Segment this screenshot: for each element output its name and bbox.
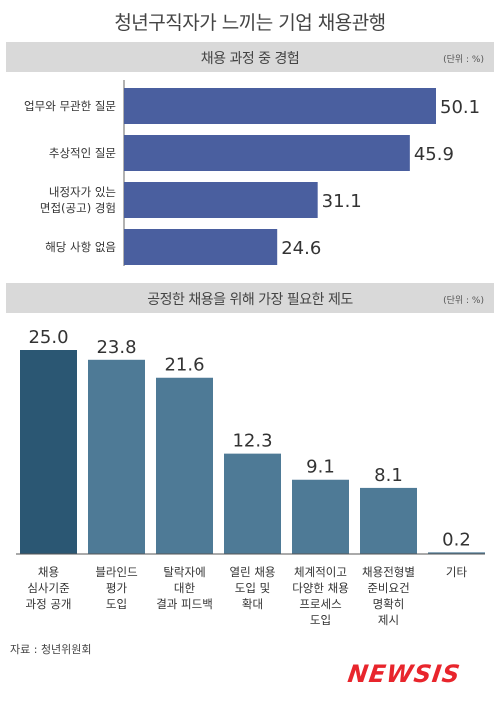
v-category-label: 채용전형별 [362,565,415,579]
v-category-label: 심사기준 [27,581,69,595]
h-bar [124,182,318,218]
v-category-label: 탈락자에 [163,565,205,579]
v-category-label: 프로세스 [299,597,341,611]
v-bar [292,479,349,554]
v-category-label: 체계적이고 [294,565,347,579]
section2-header: 공정한 채용을 위해 가장 필요한 제도 (단위 : %) [6,283,494,313]
h-bar [124,88,436,124]
v-category-label: 결과 피드백 [156,597,213,611]
v-bar [224,453,281,554]
v-category-label: 과정 공개 [26,597,72,611]
section1-title: 채용 과정 중 경험 [200,51,300,67]
section2-title: 공정한 채용을 위해 가장 필요한 제도 [147,292,353,308]
v-bar [360,487,417,554]
v-category-label: 제시 [378,613,399,627]
h-bar-value: 31.1 [322,191,362,212]
v-category-label: 기타 [446,565,468,579]
newsis-logo: NEWSIS [346,660,463,688]
section2-unit: (단위 : %) [443,296,484,306]
v-category-label: 도입 [106,597,127,611]
v-bar-value: 21.6 [164,355,204,376]
v-bar [88,359,145,554]
v-category-label: 대한 [174,581,196,595]
v-bar-value: 25.0 [28,327,68,348]
v-bar [156,377,213,554]
v-category-label: 채용 [38,565,59,579]
h-category-label: 업무와 무관한 질문 [24,99,116,113]
v-bar-value: 0.2 [442,529,471,550]
h-bar [124,135,410,171]
v-category-label: 평가 [106,581,128,595]
v-category-label: 다양한 채용 [292,581,349,595]
section1-header: 채용 과정 중 경험 (단위 : %) [6,42,494,72]
section1-unit: (단위 : %) [443,55,484,65]
v-bar-value: 8.1 [374,465,403,486]
v-bar-value: 9.1 [306,457,335,478]
v-category-label: 명확히 [373,597,405,611]
v-category-label: 확대 [242,597,263,611]
h-bar-value: 24.6 [281,238,321,259]
v-category-label: 열린 채용 [230,565,276,579]
v-bar-value: 12.3 [232,431,272,452]
h-bar-value: 45.9 [414,144,454,165]
v-bar [428,552,485,554]
v-category-label: 도입 [310,613,331,627]
v-category-label: 블라인드 [95,565,137,579]
main-title: 청년구직자가 느끼는 기업 채용관행 [114,12,386,34]
v-bar-value: 23.8 [96,337,136,358]
source-note: 자료 : 청년위원회 [10,643,92,656]
v-category-label: 도입 및 [235,581,270,595]
h-category-label: 면접(공고) 경험 [40,201,116,215]
horizontal-bar-chart: 50.1 업무와 무관한 질문 45.9 추상적인 질문 31.1 내정자가 있는면접(공… [24,80,480,266]
h-category-label: 내정자가 있는 [49,185,116,199]
v-category-label: 준비요건 [367,581,409,595]
h-category-label: 추상적인 질문 [49,146,116,160]
h-category-label: 해당 사항 없음 [45,240,116,254]
h-bar [124,229,278,265]
h-bar-value: 50.1 [440,97,480,118]
v-bar [20,350,77,554]
